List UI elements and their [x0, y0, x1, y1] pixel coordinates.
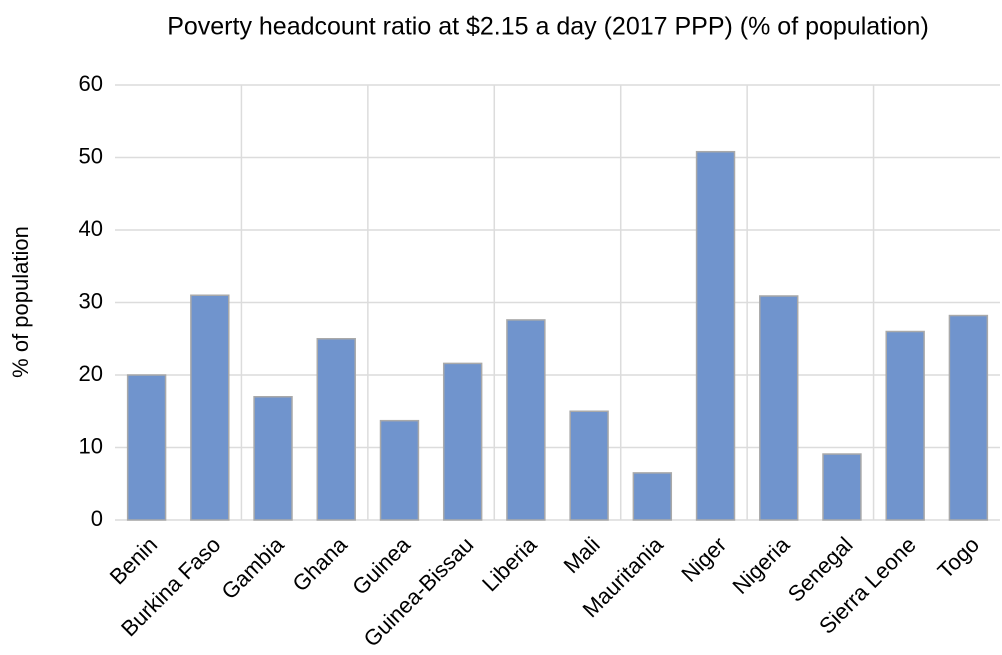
y-tick-label: 0 [91, 506, 103, 531]
bar [506, 319, 546, 521]
bar [695, 150, 736, 521]
x-tick-label: Liberia [477, 531, 542, 596]
bar [569, 410, 609, 521]
bar [253, 396, 293, 521]
bar [442, 362, 483, 521]
bar [190, 294, 230, 521]
y-tick-label: 40 [79, 216, 103, 241]
y-tick-label: 10 [79, 433, 103, 458]
y-tick-label: 50 [79, 143, 103, 168]
bar [632, 472, 673, 521]
bar [126, 374, 167, 521]
bar [822, 453, 862, 521]
x-tick-label: Guinea-Bissau [359, 532, 479, 652]
x-tick-label: Gambia [217, 531, 290, 604]
y-axis-label: % of population [8, 226, 33, 378]
y-tick-label: 60 [79, 71, 103, 96]
bar [379, 419, 420, 521]
chart-title: Poverty headcount ratio at $2.15 a day (… [167, 13, 929, 41]
x-tick-label: Togo [933, 532, 984, 583]
x-tick-label: Ghana [288, 531, 353, 596]
x-tick-label: Benin [105, 532, 162, 589]
bar [948, 314, 989, 521]
x-tick-label: Mali [559, 532, 605, 578]
y-tick-label: 20 [79, 361, 103, 386]
bar [885, 330, 925, 521]
bar [759, 295, 799, 521]
y-tick-label: 30 [79, 288, 103, 313]
x-tick-label: Niger [676, 532, 731, 587]
bar [316, 338, 356, 521]
